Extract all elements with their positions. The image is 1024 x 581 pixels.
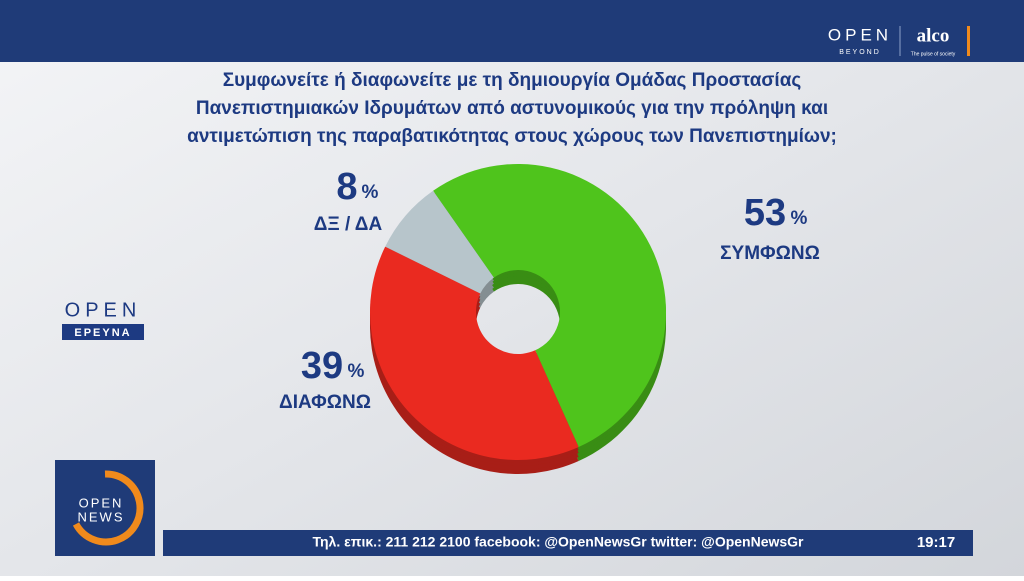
donut-chart: 53 % ΣΥΜΦΩΝΩ 39 % ΔΙΑΦΩΝΩ 8 % ΔΞ / ΔΑ: [279, 163, 820, 474]
survey-badge: [62, 324, 144, 340]
value-label: 8: [336, 166, 357, 208]
unit-label: %: [348, 361, 365, 382]
slice: [370, 246, 579, 460]
accent: [967, 26, 970, 56]
category-label: ΣΥΜΦΩΝΩ: [720, 243, 820, 264]
slice: [385, 190, 494, 294]
title-line: Πανεπιστημιακών Ιδρυμάτων από αστυνομικο…: [196, 98, 828, 119]
news-ring: [72, 470, 144, 546]
unit-label: %: [791, 208, 808, 229]
value-label: 39: [301, 345, 343, 387]
pollster-sub: The pulse of society: [911, 51, 956, 57]
slice: [433, 163, 666, 447]
unit-label: %: [362, 182, 379, 203]
news-logo: NEWS: [78, 509, 125, 524]
ticker-bar: [163, 530, 973, 556]
value-label: 53: [744, 192, 786, 234]
title-line: Συμφωνείτε ή διαφωνείτε με τη δημιουργία…: [223, 70, 802, 91]
news-logo: OPEN: [79, 495, 124, 510]
survey-logo: OPEN: [65, 299, 142, 321]
pollster-logo: alco: [917, 25, 950, 46]
top-bar: [0, 0, 1024, 62]
channel-logo: OPEN: [828, 25, 892, 44]
survey-sub: ΕΡΕΥΝΑ: [74, 327, 131, 339]
ticker-text: Τηλ. επικ.: 211 212 2100 facebook: @Open…: [312, 534, 804, 550]
clock: 19:17: [917, 534, 955, 551]
category-label: ΔΞ / ΔΑ: [314, 214, 383, 235]
title: Συμφωνείτε ή διαφωνείτε με τη δημιουργία…: [187, 70, 837, 147]
category-label: ΔΙΑΦΩΝΩ: [279, 392, 371, 413]
title-line: αντιμετώπιση της παραβατικότητας στους χ…: [187, 126, 837, 147]
channel-sub: BEYOND: [839, 49, 881, 56]
